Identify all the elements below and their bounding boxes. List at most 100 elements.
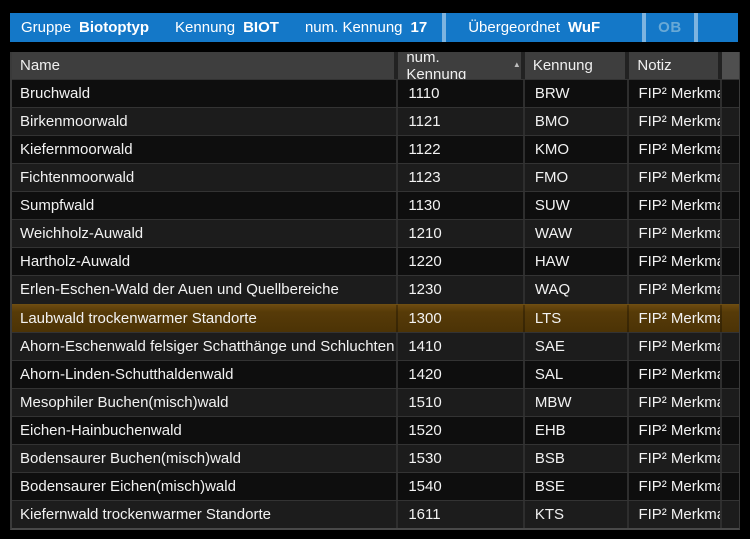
table-row[interactable]: Eichen-Hainbuchenwald 1520 EHB FIP² Merk…: [12, 415, 739, 444]
cell-num: 1540: [398, 472, 525, 500]
cell-overflow: [722, 136, 739, 163]
cell-kennung: BRW: [525, 80, 630, 108]
field-uebergeordnet: Übergeordnet WuF: [468, 19, 600, 36]
cell-name: Laubwald trockenwarmer Standorte: [12, 304, 399, 332]
field-kennung: Kennung BIOT: [175, 19, 279, 36]
toolbar-divider: [442, 13, 447, 42]
table-row[interactable]: Weichholz-Auwald 1210 WAW FIP² Merkmal: [12, 219, 739, 248]
cell-num: 1510: [398, 388, 525, 416]
field-gruppe-value: Biotoptyp: [79, 19, 150, 36]
cell-kennung: BSE: [525, 472, 630, 500]
table-row[interactable]: Kiefernwald trockenwarmer Standorte 1611…: [12, 499, 739, 528]
cell-overflow: [722, 220, 739, 247]
table-row[interactable]: Bodensaurer Buchen(misch)wald 1530 BSB F…: [12, 443, 739, 472]
cell-num: 1220: [398, 248, 525, 276]
cell-kennung: BSB: [525, 444, 630, 472]
cell-notiz: FIP² Merkmal: [629, 416, 723, 444]
cell-num: 1611: [398, 500, 525, 528]
column-header-overflow: [722, 52, 739, 79]
cell-notiz: FIP² Merkmal: [629, 472, 723, 500]
cell-overflow: [722, 305, 739, 332]
cell-name: Hartholz-Auwald: [12, 248, 399, 276]
toolbar-divider: [693, 13, 698, 42]
table-row[interactable]: Bodensaurer Eichen(misch)wald 1540 BSE F…: [12, 471, 739, 500]
table-row[interactable]: Bruchwald 1110 BRW FIP² Merkmal: [12, 79, 739, 108]
table-row[interactable]: Kiefernmoorwald 1122 KMO FIP² Merkmal: [12, 135, 739, 164]
column-header-kennung[interactable]: Kennung: [524, 52, 626, 79]
cell-name: Ahorn-Linden-Schutthaldenwald: [12, 360, 399, 388]
cell-overflow: [722, 108, 739, 135]
cell-kennung: WAQ: [525, 276, 630, 304]
table-row[interactable]: Hartholz-Auwald 1220 HAW FIP² Merkmal: [12, 247, 739, 276]
cell-notiz: FIP² Merkmal: [629, 136, 723, 164]
cell-overflow: [722, 276, 739, 303]
cell-notiz: FIP² Merkmal: [629, 500, 723, 528]
table-row[interactable]: Erlen-Eschen-Wald der Auen und Quellbere…: [12, 275, 739, 304]
column-header-name[interactable]: Name: [12, 52, 395, 79]
field-num-kennung-value: 17: [410, 19, 428, 36]
cell-name: Kiefernwald trockenwarmer Standorte: [12, 500, 399, 528]
sort-ascending-icon: ▲: [512, 60, 521, 69]
cell-overflow: [722, 417, 739, 444]
table-row[interactable]: Birkenmoorwald 1121 BMO FIP² Merkmal: [12, 107, 739, 136]
table-row[interactable]: Ahorn-Eschenwald felsiger Schatthänge un…: [12, 331, 739, 360]
cell-kennung: KTS: [525, 500, 630, 528]
cell-name: Erlen-Eschen-Wald der Auen und Quellbere…: [12, 276, 399, 304]
cell-overflow: [722, 248, 739, 275]
field-num-kennung: num. Kennung 17: [305, 19, 427, 36]
cell-overflow: [722, 192, 739, 219]
column-header-notiz-label: Notiz: [637, 57, 672, 74]
field-uebergeordnet-value: WuF: [567, 19, 601, 36]
cell-overflow: [722, 361, 739, 388]
table-row[interactable]: Laubwald trockenwarmer Standorte 1300 LT…: [12, 303, 739, 332]
cell-notiz: FIP² Merkmal: [629, 220, 723, 248]
column-header-kennung-label: Kennung: [532, 57, 593, 74]
cell-overflow: [722, 333, 739, 360]
cell-num: 1110: [398, 80, 525, 108]
column-header-num-kennung[interactable]: num. Kennung ▲: [398, 49, 521, 83]
table-header-row: Name num. Kennung ▲ Kennung Notiz: [12, 49, 739, 83]
cell-overflow: [722, 80, 739, 107]
cell-notiz: FIP² Merkmal: [629, 444, 723, 472]
ob-toggle[interactable]: OB: [658, 19, 682, 36]
field-kennung-value: BIOT: [243, 19, 279, 36]
cell-notiz: FIP² Merkmal: [629, 276, 723, 304]
cell-num: 1230: [398, 276, 525, 304]
column-header-notiz[interactable]: Notiz: [629, 52, 719, 79]
cell-overflow: [722, 164, 739, 191]
cell-kennung: SAL: [525, 360, 630, 388]
table-row[interactable]: Ahorn-Linden-Schutthaldenwald 1420 SAL F…: [12, 359, 739, 388]
table-row[interactable]: Mesophiler Buchen(misch)wald 1510 MBW FI…: [12, 387, 739, 416]
field-uebergeordnet-label: Übergeordnet: [468, 19, 560, 36]
cell-num: 1420: [398, 360, 525, 388]
cell-notiz: FIP² Merkmal: [629, 80, 723, 108]
cell-notiz: FIP² Merkmal: [629, 360, 723, 388]
cell-num: 1520: [398, 416, 525, 444]
cell-kennung: LTS: [525, 304, 630, 332]
cell-kennung: KMO: [525, 136, 630, 164]
cell-name: Birkenmoorwald: [12, 108, 399, 136]
cell-name: Bruchwald: [12, 80, 399, 108]
cell-kennung: MBW: [525, 388, 630, 416]
cell-notiz: FIP² Merkmal: [629, 304, 723, 332]
column-header-num-kennung-label: num. Kennung: [406, 48, 467, 83]
cell-num: 1123: [398, 164, 525, 192]
cell-overflow: [722, 501, 739, 528]
record-header-bar: Gruppe Biotoptyp Kennung BIOT num. Kennu…: [10, 13, 738, 42]
cell-overflow: [722, 389, 739, 416]
cell-num: 1300: [398, 304, 525, 332]
cell-name: Eichen-Hainbuchenwald: [12, 416, 399, 444]
table-row[interactable]: Fichtenmoorwald 1123 FMO FIP² Merkmal: [12, 163, 739, 192]
table-row[interactable]: Sumpfwald 1130 SUW FIP² Merkmal: [12, 191, 739, 220]
cell-kennung: SAE: [525, 332, 630, 360]
cell-notiz: FIP² Merkmal: [629, 248, 723, 276]
cell-notiz: FIP² Merkmal: [629, 388, 723, 416]
cell-kennung: BMO: [525, 108, 630, 136]
cell-num: 1121: [398, 108, 525, 136]
table-body: Bruchwald 1110 BRW FIP² Merkmal Birkenmo…: [12, 79, 739, 528]
cell-notiz: FIP² Merkmal: [629, 108, 723, 136]
cell-name: Ahorn-Eschenwald felsiger Schatthänge un…: [12, 332, 399, 360]
cell-kennung: WAW: [525, 220, 630, 248]
field-num-kennung-label: num. Kennung: [304, 19, 403, 36]
